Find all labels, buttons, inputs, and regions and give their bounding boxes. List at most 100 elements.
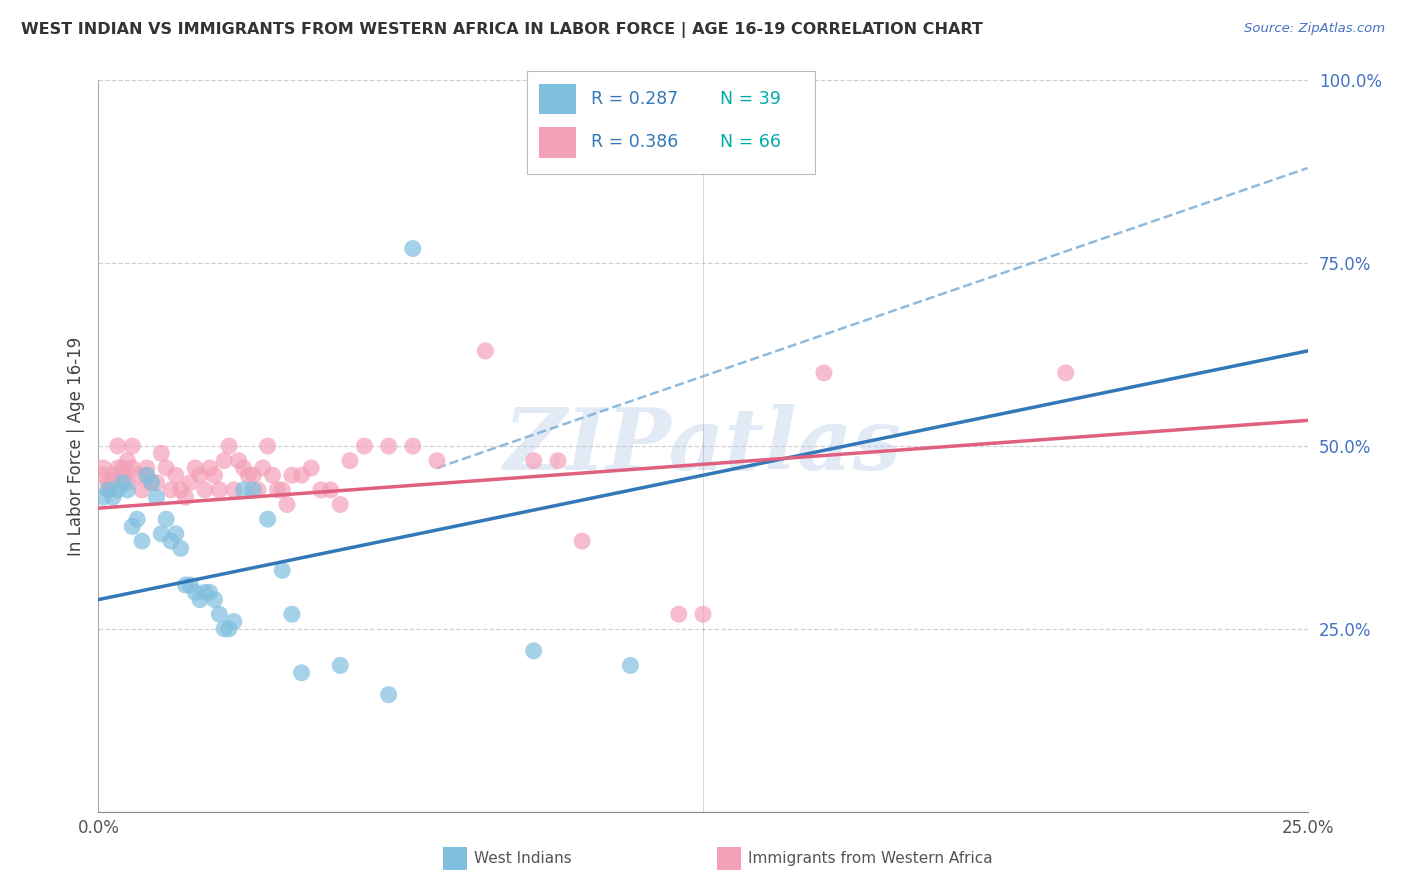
Point <box>194 483 217 497</box>
Point <box>91 461 114 475</box>
Point <box>212 453 235 467</box>
Point <box>117 475 139 490</box>
Text: N = 66: N = 66 <box>720 133 782 151</box>
Point <box>813 366 835 380</box>
Point <box>188 592 211 607</box>
Point <box>145 475 167 490</box>
Point <box>474 343 496 358</box>
Point <box>91 468 114 483</box>
Text: R = 0.386: R = 0.386 <box>591 133 678 151</box>
Point <box>135 468 157 483</box>
Point <box>208 607 231 622</box>
Point <box>179 475 201 490</box>
Point <box>276 498 298 512</box>
Point <box>117 453 139 467</box>
Bar <box>538 127 576 158</box>
Point <box>107 483 129 497</box>
Point <box>184 461 207 475</box>
Point <box>141 475 163 490</box>
Point <box>309 483 332 497</box>
Point <box>218 439 240 453</box>
Point <box>174 578 197 592</box>
Point <box>523 453 546 467</box>
Point <box>101 468 124 483</box>
Text: Source: ZipAtlas.com: Source: ZipAtlas.com <box>1244 22 1385 36</box>
Point <box>111 461 134 475</box>
Point <box>252 461 274 475</box>
Point <box>281 607 304 622</box>
Point <box>97 475 120 490</box>
Text: Immigrants from Western Africa: Immigrants from Western Africa <box>748 852 993 866</box>
Point <box>165 468 187 483</box>
Point <box>319 483 342 497</box>
Point <box>111 475 134 490</box>
Point <box>256 439 278 453</box>
Bar <box>538 84 576 114</box>
Point <box>121 461 143 475</box>
Point <box>150 446 173 460</box>
Point <box>212 622 235 636</box>
Point <box>169 483 191 497</box>
Point <box>127 512 149 526</box>
Point <box>150 526 173 541</box>
Point <box>117 483 139 497</box>
Point <box>290 665 312 680</box>
Point <box>101 490 124 504</box>
Point <box>198 585 221 599</box>
Point <box>247 483 270 497</box>
Point <box>165 526 187 541</box>
Point <box>523 644 546 658</box>
Point <box>426 453 449 467</box>
Text: R = 0.287: R = 0.287 <box>591 90 678 108</box>
Point <box>131 483 153 497</box>
Point <box>290 468 312 483</box>
Point <box>107 461 129 475</box>
Point <box>188 468 211 483</box>
Point <box>155 512 177 526</box>
Point <box>402 242 425 256</box>
Point <box>271 483 294 497</box>
Point <box>145 490 167 504</box>
Point <box>571 534 593 549</box>
Point <box>238 468 260 483</box>
Point <box>127 468 149 483</box>
Point <box>184 585 207 599</box>
Point <box>222 615 245 629</box>
Point <box>668 607 690 622</box>
Y-axis label: In Labor Force | Age 16-19: In Labor Force | Age 16-19 <box>66 336 84 556</box>
Point <box>262 468 284 483</box>
Point <box>329 658 352 673</box>
Text: WEST INDIAN VS IMMIGRANTS FROM WESTERN AFRICA IN LABOR FORCE | AGE 16-19 CORRELA: WEST INDIAN VS IMMIGRANTS FROM WESTERN A… <box>21 22 983 38</box>
Point <box>547 453 569 467</box>
Point <box>121 519 143 533</box>
Point <box>339 453 361 467</box>
Point <box>377 688 399 702</box>
Text: N = 39: N = 39 <box>720 90 782 108</box>
Point <box>222 483 245 497</box>
Point <box>97 483 120 497</box>
Point <box>232 483 254 497</box>
Point <box>242 468 264 483</box>
Point <box>198 461 221 475</box>
Text: West Indians: West Indians <box>474 852 572 866</box>
Point <box>111 468 134 483</box>
Point <box>208 483 231 497</box>
Point <box>232 461 254 475</box>
Point <box>194 585 217 599</box>
Point <box>91 490 114 504</box>
Point <box>218 622 240 636</box>
Text: ZIPatlas: ZIPatlas <box>503 404 903 488</box>
Point <box>135 468 157 483</box>
Point <box>121 439 143 453</box>
Point <box>619 658 641 673</box>
Point <box>179 578 201 592</box>
Point <box>228 453 250 467</box>
Point <box>242 483 264 497</box>
Point <box>169 541 191 556</box>
Point <box>131 534 153 549</box>
Point <box>329 498 352 512</box>
Point <box>160 483 183 497</box>
Point <box>692 607 714 622</box>
Point <box>281 468 304 483</box>
Point <box>204 468 226 483</box>
